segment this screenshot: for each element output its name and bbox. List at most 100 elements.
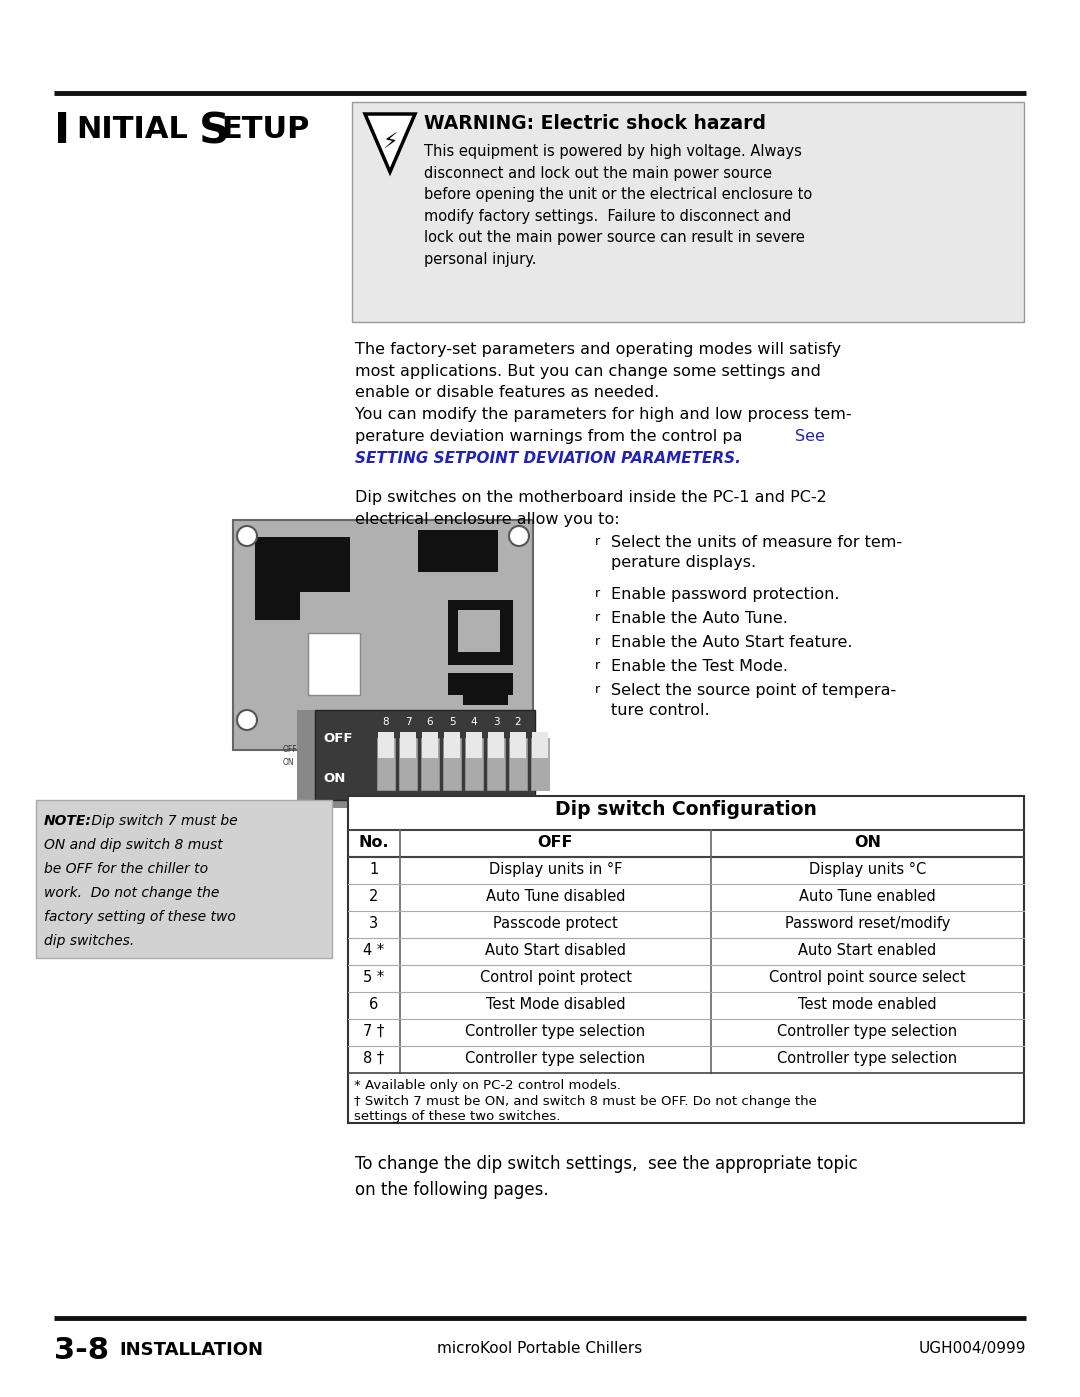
Text: r: r xyxy=(595,535,600,548)
Text: NITIAL: NITIAL xyxy=(76,115,188,144)
Text: 2: 2 xyxy=(369,888,379,904)
Text: ETUP: ETUP xyxy=(221,115,309,144)
Text: Select the source point of tempera-
ture control.: Select the source point of tempera- ture… xyxy=(611,683,896,718)
Text: Display units in °F: Display units in °F xyxy=(489,862,622,877)
Text: Control point protect: Control point protect xyxy=(480,970,632,985)
Text: This equipment is powered by high voltage. Always
disconnect and lock out the ma: This equipment is powered by high voltag… xyxy=(424,144,812,267)
Text: Auto Tune disabled: Auto Tune disabled xyxy=(486,888,625,904)
Text: r: r xyxy=(595,610,600,624)
Text: WARNING: Electric shock hazard: WARNING: Electric shock hazard xyxy=(424,115,766,133)
Text: Display units °C: Display units °C xyxy=(809,862,927,877)
Text: Dip switch Configuration: Dip switch Configuration xyxy=(555,800,816,819)
FancyBboxPatch shape xyxy=(453,719,518,745)
Text: 3: 3 xyxy=(492,717,499,726)
Text: You can modify the parameters for high and low process tem-: You can modify the parameters for high a… xyxy=(355,407,852,422)
FancyBboxPatch shape xyxy=(348,796,1024,1123)
Text: Control point source select: Control point source select xyxy=(769,970,966,985)
Text: Test Mode disabled: Test Mode disabled xyxy=(486,997,625,1011)
Text: OFF: OFF xyxy=(283,745,298,754)
FancyBboxPatch shape xyxy=(352,102,1024,321)
Text: microKool Portable Chillers: microKool Portable Chillers xyxy=(437,1341,643,1356)
Circle shape xyxy=(237,527,257,546)
Text: NOTE:: NOTE: xyxy=(44,814,92,828)
FancyBboxPatch shape xyxy=(255,536,350,592)
Text: ON: ON xyxy=(323,773,346,785)
FancyBboxPatch shape xyxy=(531,738,549,789)
Text: perature deviation warnings from the control pa: perature deviation warnings from the con… xyxy=(355,429,743,444)
FancyBboxPatch shape xyxy=(308,633,360,694)
Text: 7: 7 xyxy=(405,717,411,726)
Text: Dip switch 7 must be: Dip switch 7 must be xyxy=(87,814,238,828)
Text: Select the units of measure for tem-
perature displays.: Select the units of measure for tem- per… xyxy=(611,535,902,570)
FancyBboxPatch shape xyxy=(488,732,504,759)
Text: r: r xyxy=(595,683,600,696)
Text: 2: 2 xyxy=(515,717,522,726)
Text: 3-8: 3-8 xyxy=(54,1336,109,1365)
FancyBboxPatch shape xyxy=(378,732,394,759)
Text: OFF: OFF xyxy=(323,732,352,745)
Text: 6: 6 xyxy=(369,997,379,1011)
Text: SETTING SETPOINT DEVIATION PARAMETERS.: SETTING SETPOINT DEVIATION PARAMETERS. xyxy=(355,451,741,467)
Text: ON: ON xyxy=(854,835,881,849)
Text: factory setting of these two: factory setting of these two xyxy=(44,909,235,923)
FancyBboxPatch shape xyxy=(421,738,438,789)
Text: Controller type selection: Controller type selection xyxy=(465,1051,646,1066)
FancyBboxPatch shape xyxy=(255,592,300,620)
Text: S: S xyxy=(199,110,230,152)
Text: Controller type selection: Controller type selection xyxy=(778,1051,958,1066)
Text: 8 †: 8 † xyxy=(364,1051,384,1066)
FancyBboxPatch shape xyxy=(465,732,482,759)
Text: Enable password protection.: Enable password protection. xyxy=(611,587,839,602)
Text: Password reset/modify: Password reset/modify xyxy=(785,916,950,930)
Text: Passcode protect: Passcode protect xyxy=(494,916,618,930)
Text: be OFF for the chiller to: be OFF for the chiller to xyxy=(44,862,208,876)
FancyBboxPatch shape xyxy=(487,738,505,789)
Text: 1: 1 xyxy=(537,717,543,726)
FancyBboxPatch shape xyxy=(509,738,527,789)
Text: Auto Tune enabled: Auto Tune enabled xyxy=(799,888,936,904)
Text: The factory-set parameters and operating modes will satisfy
most applications. B: The factory-set parameters and operating… xyxy=(355,342,841,400)
Text: INSTALLATION: INSTALLATION xyxy=(119,1341,264,1359)
Text: work.  Do not change the: work. Do not change the xyxy=(44,886,219,900)
Text: Auto Start disabled: Auto Start disabled xyxy=(485,943,626,958)
Polygon shape xyxy=(365,115,415,172)
FancyBboxPatch shape xyxy=(443,738,461,789)
Text: No.: No. xyxy=(359,835,389,849)
Text: 7 †: 7 † xyxy=(363,1024,384,1039)
Text: * Available only on PC-2 control models.: * Available only on PC-2 control models. xyxy=(354,1078,621,1092)
Text: r: r xyxy=(595,659,600,672)
Text: Enable the Test Mode.: Enable the Test Mode. xyxy=(611,659,788,673)
FancyBboxPatch shape xyxy=(36,800,332,958)
Circle shape xyxy=(509,527,529,546)
Text: r: r xyxy=(595,636,600,648)
Text: 5: 5 xyxy=(448,717,456,726)
Text: 8: 8 xyxy=(382,717,389,726)
Text: 6: 6 xyxy=(427,717,433,726)
Text: Test mode enabled: Test mode enabled xyxy=(798,997,936,1011)
FancyBboxPatch shape xyxy=(377,738,395,789)
Circle shape xyxy=(237,710,257,731)
Text: 4 *: 4 * xyxy=(363,943,384,958)
FancyBboxPatch shape xyxy=(458,610,500,652)
FancyBboxPatch shape xyxy=(399,738,417,789)
Text: Enable the Auto Tune.: Enable the Auto Tune. xyxy=(611,610,788,626)
Text: 1: 1 xyxy=(369,862,379,877)
Text: settings of these two switches.: settings of these two switches. xyxy=(354,1111,561,1123)
Text: To change the dip switch settings,  see the appropriate topic
on the following p: To change the dip switch settings, see t… xyxy=(355,1155,858,1199)
Text: Enable the Auto Start feature.: Enable the Auto Start feature. xyxy=(611,636,852,650)
FancyBboxPatch shape xyxy=(510,732,526,759)
Text: See: See xyxy=(795,429,825,444)
FancyBboxPatch shape xyxy=(448,673,513,694)
Text: dip switches.: dip switches. xyxy=(44,935,134,949)
FancyBboxPatch shape xyxy=(532,732,548,759)
FancyBboxPatch shape xyxy=(418,529,498,571)
Text: Auto Start enabled: Auto Start enabled xyxy=(798,943,936,958)
FancyBboxPatch shape xyxy=(422,732,438,759)
FancyBboxPatch shape xyxy=(444,732,460,759)
Text: 5 *: 5 * xyxy=(363,970,384,985)
Text: ON and dip switch 8 must: ON and dip switch 8 must xyxy=(44,838,222,852)
Text: OFF: OFF xyxy=(538,835,573,849)
Text: Controller type selection: Controller type selection xyxy=(778,1024,958,1039)
Text: 4: 4 xyxy=(471,717,477,726)
Text: Dip switches on the motherboard inside the PC-1 and PC-2
electrical enclosure al: Dip switches on the motherboard inside t… xyxy=(355,490,827,527)
